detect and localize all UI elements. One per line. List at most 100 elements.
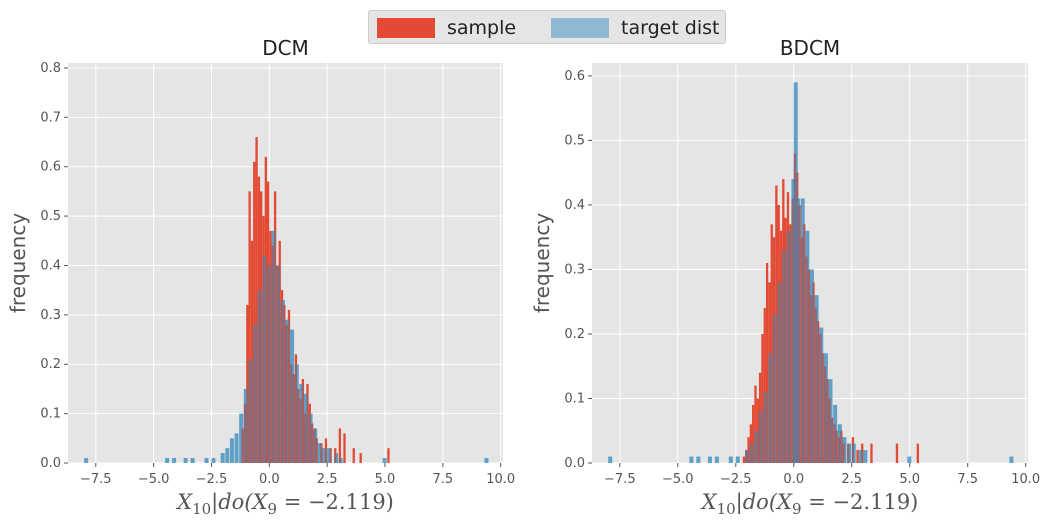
chart2-bar-sample <box>754 385 757 463</box>
chart1-bar-sample <box>250 240 254 463</box>
legend-label-target-dist: target dist <box>621 17 720 39</box>
chart2-bar-target-overlay <box>689 456 694 463</box>
chart2-bar-target-overlay <box>823 353 828 463</box>
chart1-ylabel: frequency <box>6 213 30 313</box>
chart1-bar-target-overlay <box>290 329 295 463</box>
chart2-bar-target-overlay <box>782 250 787 463</box>
legend-label-sample: sample <box>447 17 517 39</box>
chart2-xlabel-part: X <box>700 490 718 514</box>
chart1-bar-target-overlay <box>172 458 177 463</box>
chart1-bar-target-overlay <box>165 458 170 463</box>
chart2-bar-target-overlay <box>754 430 759 463</box>
chart1-bar-target-overlay <box>327 448 332 463</box>
chart2-bar-sample <box>742 456 746 463</box>
chart2-bar-target-overlay <box>1009 456 1014 463</box>
chart1-bar-target-overlay <box>382 458 387 463</box>
chart1-bar-sample <box>338 428 342 463</box>
chart2-bar-sample <box>749 424 753 463</box>
chart2-xlabel-part: 9 <box>792 500 802 518</box>
chart1-xlabel-part: |do(X <box>211 490 268 515</box>
chart2-xlabel-part: |do(X <box>736 490 793 515</box>
chart2-bar-target-overlay <box>707 456 712 463</box>
chart2-bar-sample <box>895 443 899 463</box>
chart1-bar-target-overlay <box>285 319 290 463</box>
chart1-ytick-label: 0.4 <box>40 258 61 273</box>
chart1-bar-target-overlay <box>220 453 225 463</box>
legend-swatch-target-dist <box>551 18 609 38</box>
chart1-bar-target-overlay <box>308 413 313 463</box>
chart2-bar-target-overlay <box>768 353 773 463</box>
chart2-bar-target-overlay <box>735 456 740 463</box>
chart2-bar-target-overlay <box>837 424 842 463</box>
chart1-bar-target-overlay <box>299 383 304 463</box>
chart2-bar-target-overlay <box>828 379 833 463</box>
chart1-xtick-label: −2.5 <box>196 472 228 487</box>
chart2-xtick-label: 7.5 <box>957 472 978 487</box>
chart2-bar-sample <box>752 404 755 463</box>
chart1-xtick-label: 2.5 <box>317 472 338 487</box>
chart2-bar-target-overlay <box>810 269 814 463</box>
chart1-ytick-label: 0.6 <box>40 160 61 175</box>
chart2-bar-target-overlay <box>758 411 763 463</box>
chart2-xtick-label: −7.5 <box>604 472 636 487</box>
chart2-bar-target-overlay <box>833 404 838 463</box>
chart1-bar-target-overlay <box>84 458 89 463</box>
chart2-xtick-label: 2.5 <box>841 472 862 487</box>
chart2-bar-target-overlay <box>786 230 791 463</box>
legend-item-target-dist: target dist <box>551 17 720 39</box>
chart2-ytick-label: 0.0 <box>564 456 585 471</box>
chart1-bar-target-overlay <box>313 428 318 463</box>
legend-swatch-sample <box>377 18 435 38</box>
chart2-bar-target-overlay <box>696 456 701 463</box>
chart2-ytick-label: 0.4 <box>564 198 585 213</box>
chart2-xlabel: X10|do(X9 = −2.119) <box>700 490 919 518</box>
chart1: −7.5 −5.0 −2.5 0.0 2.5 5.0 7.5 10.0 0.0 0.1 0.2 0.3… <box>6 36 515 518</box>
chart1-bar-target-overlay <box>280 300 285 463</box>
chart2-ytick-label: 0.2 <box>564 327 585 342</box>
chart1-bar-target-overlay <box>243 388 248 463</box>
chart2-title: BDCM <box>780 36 840 60</box>
chart2-xtick-label: −2.5 <box>720 472 752 487</box>
chart1-bar-sample <box>253 161 256 463</box>
chart2-bar-target-overlay <box>851 443 856 463</box>
chart1-bar-sample <box>352 448 355 463</box>
chart1-ytick-label: 0.5 <box>40 209 61 224</box>
chart1-bar-target-overlay <box>294 364 299 463</box>
chart1-xtick-label: −7.5 <box>80 472 112 487</box>
legend: sample target dist <box>368 10 726 44</box>
chart2-bar-target-overlay <box>728 456 733 463</box>
chart1-xtick-label: −5.0 <box>138 472 170 487</box>
chart1-xtick-label: 7.5 <box>432 472 453 487</box>
chart1-bar-target-overlay <box>276 265 281 463</box>
chart1-bar-target-overlay <box>234 433 239 463</box>
chart1-bar-target-overlay <box>262 255 267 463</box>
chart2: −7.5 −5.0 −2.5 0.0 2.5 5.0 7.5 10.0 0.0 0.1 0.2 0.3… <box>530 36 1040 518</box>
chart1-bar-target-overlay <box>338 458 343 463</box>
chart1-bar-target-overlay <box>322 448 327 463</box>
chart2-bar-target-overlay <box>777 282 782 463</box>
chart1-xtick-label: 5.0 <box>375 472 396 487</box>
chart2-bar-sample <box>765 263 769 463</box>
chart2-ytick-label: 0.5 <box>564 133 585 148</box>
chart1-bar-target-overlay <box>204 458 209 463</box>
chart1-bar-target-overlay <box>229 438 234 463</box>
chart1-bar-target-overlay <box>304 393 308 463</box>
chart1-bar-target-overlay <box>239 413 244 463</box>
chart2-bar-sample <box>870 443 873 463</box>
chart2-bar-target-overlay <box>805 230 810 463</box>
chart2-bar-target-overlay <box>714 456 719 463</box>
chart2-bar-target-overlay <box>608 456 613 463</box>
chart2-bar-target-overlay <box>772 314 777 463</box>
chart2-bar-target-overlay <box>763 392 768 463</box>
chart2-bar-target-overlay <box>814 295 819 463</box>
chart2-bar-target-overlay <box>749 443 754 463</box>
chart2-ytick-label: 0.3 <box>564 262 585 277</box>
chart2-xtick-label: 5.0 <box>899 472 920 487</box>
chart2-xtick-label: 10.0 <box>1011 472 1040 487</box>
chart2-bar-target-overlay <box>791 179 796 463</box>
chart2-bar-sample <box>856 450 859 463</box>
chart1-bar-target-overlay <box>484 458 489 463</box>
chart2-bar-sample <box>761 333 764 463</box>
chart1-xtick-label: 10.0 <box>486 472 515 487</box>
